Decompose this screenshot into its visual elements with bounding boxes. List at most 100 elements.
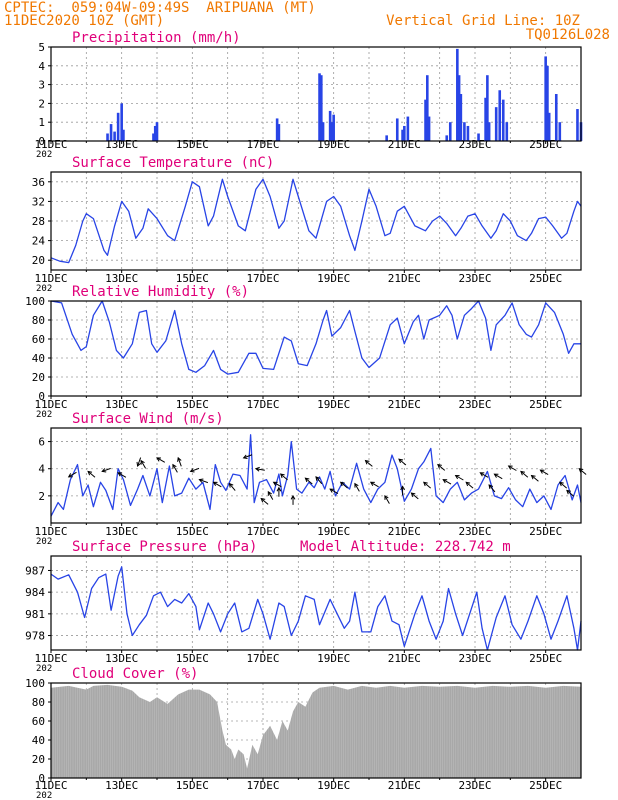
precip-bar [109,124,113,141]
wind-arrow-head [172,463,177,469]
x-tick-label: 13DEC [105,779,138,792]
y-tick-label: 2 [38,490,45,503]
precip-bar [426,75,429,141]
precip-bar [122,129,125,141]
precip-bar [275,118,279,141]
x-year-stub: 202 [36,664,52,674]
wind-arrow [172,464,178,473]
header-code: TQ0126L028 [525,27,610,43]
precip-bar [153,125,157,141]
wind-arrow-head [279,473,285,479]
x-tick-label: 17DEC [246,525,279,538]
y-tick-label: 32 [32,195,45,208]
wind-arrow [280,473,288,481]
x-tick-label: 19DEC [317,779,350,792]
wind-arrow [354,483,360,492]
panel-title: Surface Wind (m/s) [72,411,224,427]
wind-arrow [199,479,209,484]
x-tick-label: 17DEC [246,272,279,285]
x-year-stub: 202 [36,150,52,160]
wind-arrow-head [354,482,359,488]
precip-bar [487,122,491,141]
precip-bar [427,116,431,141]
y-tick-label: 4 [38,463,45,476]
precip-bar [318,73,321,141]
wind-arrow-head [398,458,404,464]
y-tick-label: 984 [25,586,45,599]
wind-arrow [411,492,419,500]
precip-bar [547,112,551,141]
wind-arrow-head [369,481,375,486]
precip-bar [321,122,325,141]
y-tick-label: 5 [38,41,45,54]
wind-arrow-head [198,478,204,483]
header-grid-note: Vertical Grid Line: 10Z [386,13,580,29]
x-year-stub: 202 [36,537,52,547]
y-tick-label: 28 [32,215,45,228]
wind-arrow [437,464,446,471]
panel-frame [50,555,582,651]
wind-arrow-head [290,494,296,500]
precip-bar [320,75,323,141]
x-tick-label: 15DEC [176,779,209,792]
panel-title: Relative Humidity (%) [72,284,249,300]
y-tick-label: 40 [32,352,45,365]
wind-arrow [559,481,568,489]
precip-bar [544,56,547,141]
panel-title: Surface Pressure (hPa) [72,539,257,555]
y-tick-label: 2 [38,97,45,110]
wind-arrow-head [315,476,320,481]
y-tick-label: 36 [32,176,45,189]
x-tick-label: 15DEC [176,652,209,665]
y-tick-label: 80 [32,696,45,709]
x-year-stub: 202 [36,284,52,294]
y-tick-label: 20 [32,753,45,766]
x-tick-label: 25DEC [529,398,562,411]
wind-arrow-head [276,486,282,492]
y-tick-label: 1 [38,116,45,129]
wind-arrow [365,460,373,467]
precip-bar [401,129,404,141]
series-line [50,566,582,651]
precip-bar [576,109,579,141]
wind-arrow [260,498,269,505]
wind-arrow-head [156,457,162,462]
wind-arrow [273,481,282,488]
y-tick-label: 20 [32,254,45,267]
y-tick-label: 100 [25,295,45,308]
cloud-cover-area [51,684,581,778]
wind-arrow-head [212,481,218,486]
wind-arrow [442,479,452,485]
wind-arrow-head [260,497,266,503]
x-tick-label: 25DEC [529,652,562,665]
header-location: CPTEC: 059:04W-09:49S ARIPUANA (MT) [4,0,316,16]
wind-arrow [243,454,253,459]
x-tick-label: 25DEC [529,525,562,538]
x-tick-label: 25DEC [529,272,562,285]
precip-bar [494,107,498,141]
precip-bar [477,133,480,141]
wind-arrow-head [254,466,260,472]
y-tick-label: 6 [38,436,45,449]
precip-bar [385,135,388,141]
wind-arrow [578,468,587,475]
precip-bar [395,118,399,141]
x-tick-label: 17DEC [246,779,279,792]
panel-frame [50,46,582,142]
precip-bar [486,75,489,141]
wind-arrow-head [117,472,123,477]
x-tick-label: 21DEC [388,398,421,411]
wind-arrow [384,495,390,504]
precip-bar [277,124,281,141]
wind-arrow [87,471,96,478]
wind-arrow [305,477,313,485]
panel-frame [50,682,582,779]
y-tick-label: 987 [25,564,45,577]
x-tick-label: 11DEC [34,398,67,411]
wind-arrow-head [304,477,310,483]
y-tick-label: 60 [32,715,45,728]
wind-arrow [177,457,182,467]
y-tick-label: 4 [38,60,45,73]
wind-arrow-head [228,482,234,488]
